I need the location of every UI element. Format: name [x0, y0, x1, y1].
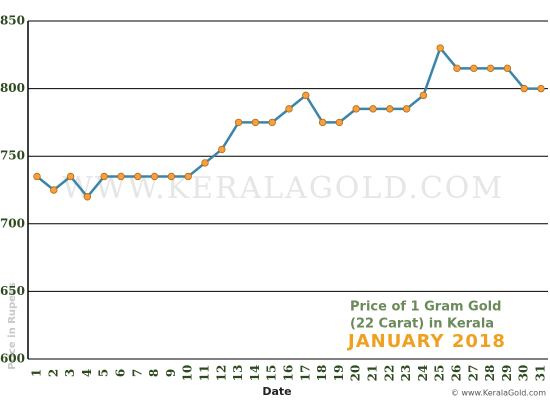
- footer: © www.KeralaGold.com: [451, 389, 546, 398]
- marker: [268, 118, 276, 127]
- x-tick-label: 4: [80, 369, 94, 377]
- x-tick-label: 22: [382, 365, 396, 382]
- annotation: JANUARY 2018: [346, 331, 506, 352]
- x-tick-label: 26: [450, 365, 464, 382]
- y-tick-label: 2650: [0, 284, 25, 298]
- x-tick-label: 25: [433, 365, 447, 382]
- x-tick-label: 6: [114, 369, 128, 377]
- x-tick-label: 14: [248, 365, 262, 382]
- marker: [218, 145, 226, 154]
- marker: [50, 186, 58, 194]
- marker: [150, 172, 159, 181]
- x-tick-label: 7: [130, 369, 144, 377]
- marker: [520, 84, 528, 93]
- x-tick-label: 19: [332, 365, 346, 382]
- marker: [369, 105, 377, 113]
- x-tick-label: 13: [231, 365, 245, 382]
- marker: [100, 172, 108, 181]
- x-tick-label: 20: [349, 365, 363, 382]
- marker: [436, 44, 444, 52]
- marker: [335, 118, 344, 127]
- marker: [201, 159, 209, 167]
- marker: [66, 172, 75, 181]
- x-tick-label: 21: [366, 365, 380, 382]
- x-tick-label: 17: [298, 365, 312, 382]
- x-tick-label: 2: [46, 369, 60, 377]
- x-tick-label: 16: [282, 365, 296, 382]
- marker: [470, 64, 478, 73]
- marker: [402, 105, 411, 113]
- x-tick-label: 28: [483, 365, 497, 382]
- y-tick-label: 2850: [0, 14, 25, 28]
- x-tick-label: 31: [534, 365, 548, 382]
- marker: [285, 105, 293, 113]
- marker: [33, 172, 41, 181]
- y-tick-label: 2750: [0, 149, 25, 163]
- x-tick-label: 12: [214, 365, 228, 382]
- marker: [251, 118, 260, 127]
- x-tick-label: 23: [399, 365, 413, 382]
- x-tick-label: 8: [147, 369, 161, 377]
- marker: [302, 91, 310, 100]
- marker: [134, 172, 142, 181]
- marker: [419, 91, 428, 100]
- y-axis-label: Price in Rupees: [7, 282, 18, 369]
- x-tick-label: 30: [517, 365, 531, 382]
- annotation: Price of 1 Gram Gold: [350, 300, 501, 315]
- x-tick-label: 10: [181, 365, 195, 382]
- marker: [453, 64, 461, 73]
- x-axis-label: Date: [262, 385, 291, 398]
- x-tick-label: 3: [63, 369, 77, 377]
- x-tick-label: 1: [30, 369, 44, 377]
- x-tick-label: 15: [265, 365, 279, 382]
- y-tick-label: 2700: [0, 216, 25, 230]
- x-tick-label: 11: [198, 365, 212, 382]
- marker: [184, 172, 192, 181]
- marker: [352, 105, 360, 113]
- y-tick-label: 2800: [0, 81, 25, 95]
- x-tick-label: 18: [315, 365, 329, 382]
- marker: [386, 105, 394, 113]
- y-tick-label: 2600: [0, 352, 25, 366]
- marker: [167, 172, 176, 181]
- marker: [234, 118, 243, 127]
- x-tick-label: 29: [500, 365, 514, 382]
- x-tick-label: 24: [416, 365, 430, 382]
- x-tick-label: 5: [97, 369, 111, 377]
- marker: [318, 118, 327, 127]
- annotation: (22 Carat) in Kerala: [350, 317, 494, 332]
- marker: [537, 84, 545, 93]
- marker: [503, 64, 512, 73]
- marker: [486, 64, 495, 73]
- x-tick-label: 9: [164, 369, 178, 377]
- x-tick-label: 27: [466, 365, 480, 382]
- marker: [117, 172, 125, 181]
- marker: [83, 193, 92, 201]
